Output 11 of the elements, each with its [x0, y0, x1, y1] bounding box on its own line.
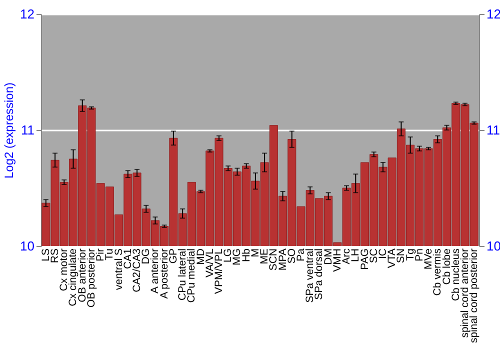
x-tick-label: spinal cord posterior: [468, 248, 480, 344]
y-tick-label: 12: [20, 6, 34, 22]
y2-tick-label: 11: [486, 122, 500, 138]
y-axis-title: Log2 (expression): [2, 82, 16, 179]
x-tick-label: LS: [40, 248, 52, 262]
x-tick-label: MVe: [422, 248, 435, 270]
y-tick-label: 11: [21, 122, 34, 138]
y2-tick-label: 12: [486, 6, 500, 22]
x-tick-label: RS: [49, 248, 62, 264]
y2-tick-label: 10: [486, 238, 500, 254]
y-tick-label: 10: [20, 238, 34, 254]
